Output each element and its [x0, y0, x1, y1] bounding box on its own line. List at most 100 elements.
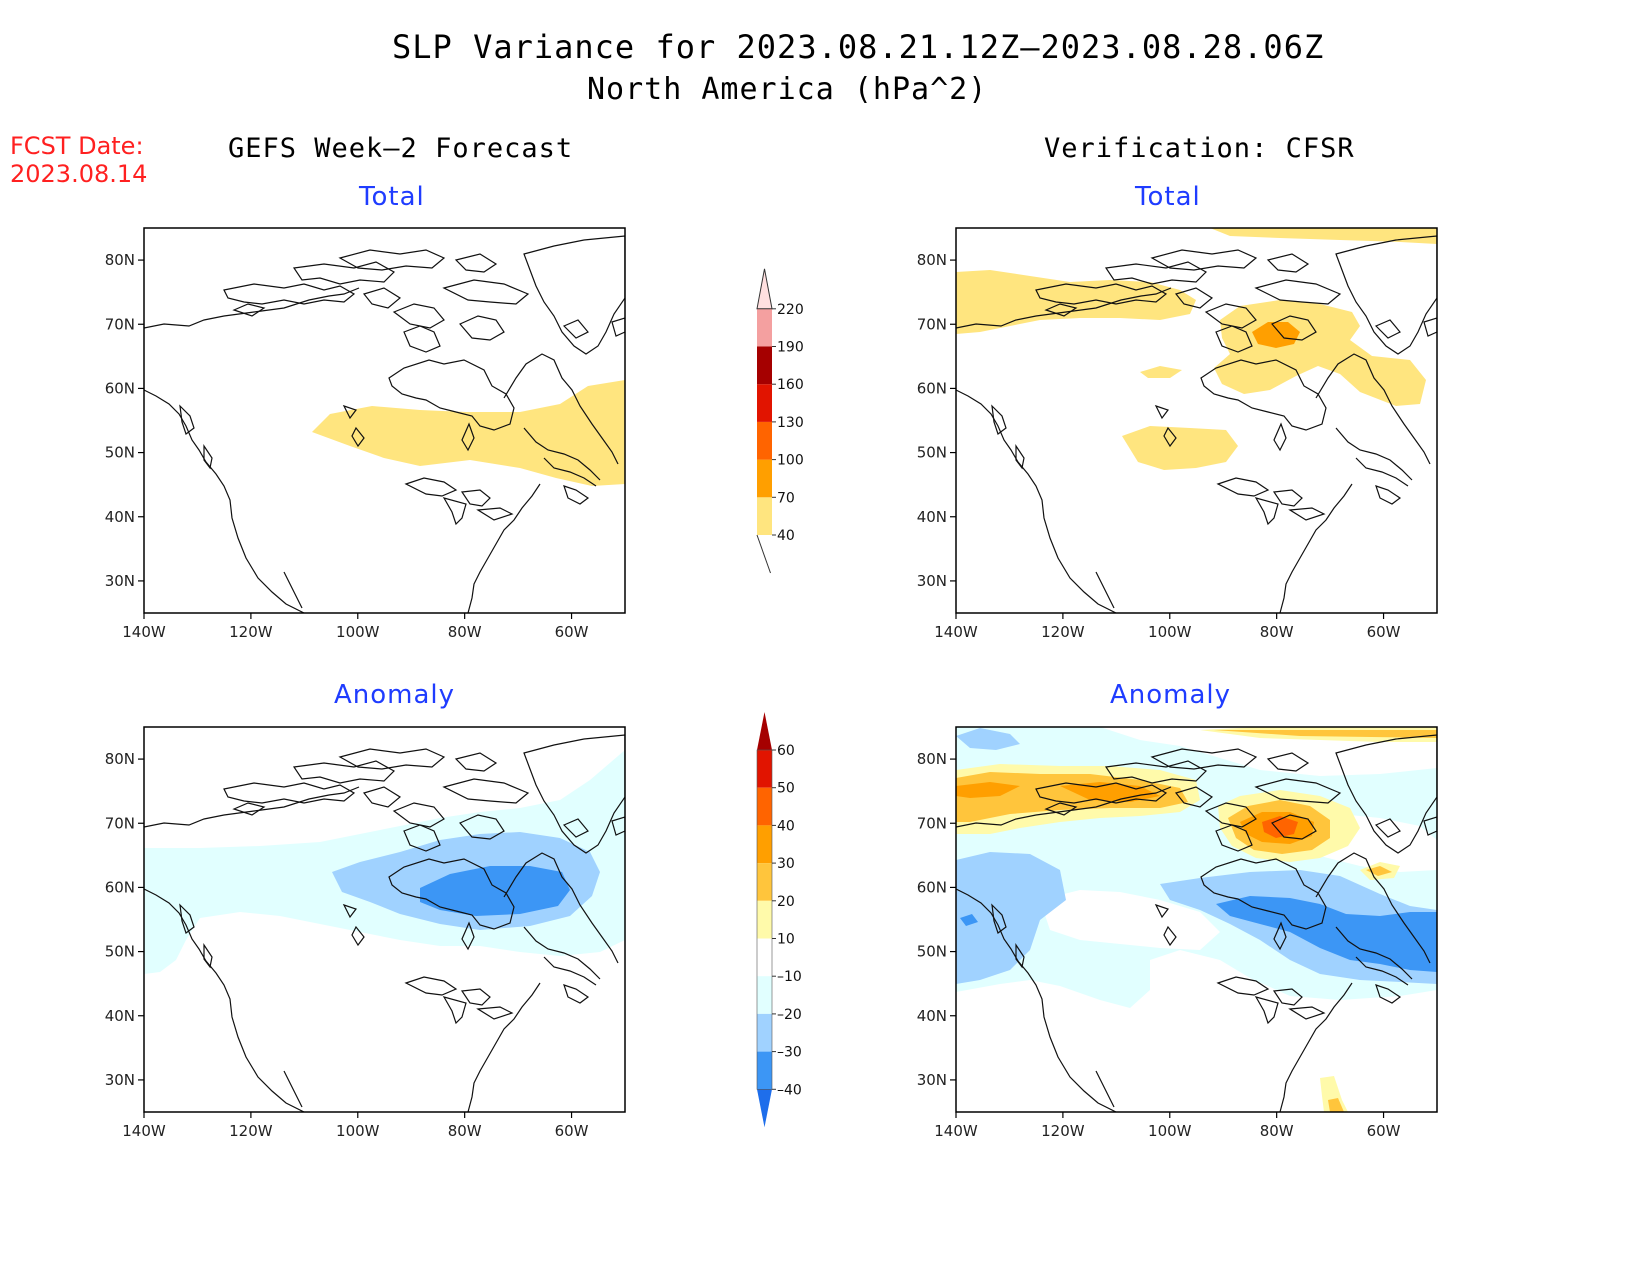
lon-tick-label: 60W: [1367, 1122, 1401, 1140]
shade-verif-anom-30-40: [956, 782, 1020, 798]
lon-tick-label: 100W: [1148, 623, 1192, 641]
colorbar-anomaly-label: –40: [777, 1082, 802, 1098]
lat-tick-label: 50N: [105, 943, 135, 961]
colorbar-anomaly-label: 10: [777, 932, 795, 948]
lon-tick-label: 140W: [934, 1122, 978, 1140]
colorbar-anomaly-label: 50: [777, 781, 795, 797]
colorbar-anomaly-top-arrow: [757, 712, 772, 750]
lon-tick-label: 120W: [1041, 1122, 1085, 1140]
shade-verif-anom-30-40-neg: [1216, 896, 1437, 972]
lon-tick-label: 60W: [555, 623, 589, 641]
colorbar-anomaly-segment: [757, 1051, 772, 1090]
subtitle: North America (hPa^2): [587, 72, 988, 107]
shade-verif-total-40-70-south: [1122, 426, 1238, 470]
shade-forecast-total-40-70: [312, 380, 625, 486]
shade-verif-anom-20-30: [956, 772, 1188, 822]
colorbar-anomaly-label: 40: [777, 818, 795, 834]
colorbar-total-top-arrow: [756, 268, 773, 310]
colorbar-anomaly-bottom-arrow: [757, 1089, 772, 1128]
colorbar-total: 40 70 100 130 160 190 220: [756, 268, 804, 574]
shade-verif-total-70-100: [1252, 322, 1300, 348]
lat-tick-label: 80N: [917, 251, 947, 269]
lat-tick-label: 40N: [917, 1007, 947, 1025]
map-forecast-total: [143, 227, 626, 614]
lon-tick-label: 80W: [1260, 623, 1294, 641]
colorbar-total-label: 40: [777, 528, 795, 544]
lat-tick-label: 50N: [917, 444, 947, 462]
lat-tick-label: 30N: [917, 1071, 947, 1089]
colorbar-anomaly-segment: [757, 976, 772, 1014]
lat-tick-label: 80N: [917, 750, 947, 768]
colorbar-anomaly-segment: [757, 938, 772, 977]
main-title: SLP Variance for 2023.08.21.12Z–2023.08.…: [392, 28, 1325, 66]
lon-tick-label: 120W: [1041, 623, 1085, 641]
colorbar-anomaly-label: –30: [777, 1045, 802, 1061]
lat-tick-label: 60N: [917, 379, 947, 397]
shade-verif-anom-40-50: [1262, 816, 1298, 838]
colorbar-anomaly-segment: [757, 863, 772, 901]
colorbar-anomaly-label: 60: [777, 743, 795, 759]
shade-forecast-anom-30-40-neg: [420, 866, 570, 916]
lat-tick-label: 70N: [105, 814, 135, 832]
lon-tick-label: 140W: [122, 623, 166, 641]
shade-verif-total-40-70-small: [1140, 366, 1182, 378]
colorbar-total-segment: [757, 346, 772, 385]
lon-tick-label: 140W: [122, 1122, 166, 1140]
shade-verif-total-40-70-arctic: [956, 270, 1196, 334]
colorbar-total-label: 190: [777, 340, 804, 356]
lat-tick-label: 40N: [105, 508, 135, 526]
map-verification-total: [955, 227, 1438, 614]
colorbar-anomaly-label: 20: [777, 894, 795, 910]
lat-tick-label: 60N: [105, 379, 135, 397]
lon-tick-label: 120W: [229, 1122, 273, 1140]
verification-column-title: Verification: CFSR: [1044, 133, 1355, 164]
lat-tick-label: 70N: [917, 315, 947, 333]
colorbar-total-label: 100: [777, 453, 804, 469]
lat-tick-label: 70N: [917, 814, 947, 832]
colorbar-anomaly-label: 30: [777, 856, 795, 872]
lat-tick-label: 30N: [105, 572, 135, 590]
colorbar-total-label: 220: [777, 302, 804, 318]
lon-tick-label: 80W: [448, 1122, 482, 1140]
lat-tick-label: 50N: [917, 943, 947, 961]
colorbar-anomaly-label: –20: [777, 1007, 802, 1023]
colorbar-total-bottom-arrow: [756, 534, 771, 574]
colorbar-total-segment: [757, 384, 772, 422]
lon-tick-label: 60W: [1367, 623, 1401, 641]
lat-tick-label: 70N: [105, 315, 135, 333]
panel-title-verification-anomaly: Anomaly: [1110, 680, 1232, 710]
lat-tick-label: 50N: [105, 444, 135, 462]
map-forecast-anomaly: [143, 726, 626, 1113]
colorbar-total-label: 70: [777, 490, 795, 506]
colorbar-total-segment: [757, 497, 772, 535]
colorbar-anomaly-segment: [757, 750, 772, 788]
colorbar-anomaly-segment: [757, 825, 772, 864]
panel-title-verification-total: Total: [1135, 182, 1201, 212]
lat-tick-label: 30N: [105, 1071, 135, 1089]
colorbar-total-label: 160: [777, 377, 804, 393]
fcst-date-value: 2023.08.14: [10, 160, 148, 188]
lat-tick-label: 40N: [917, 508, 947, 526]
colorbar-total-segment: [757, 421, 772, 460]
lat-tick-label: 60N: [105, 878, 135, 896]
lon-tick-label: 100W: [336, 1122, 380, 1140]
colorbar-total-segment: [757, 308, 772, 347]
lon-tick-label: 80W: [448, 623, 482, 641]
colorbar-anomaly-segment: [757, 1013, 772, 1052]
forecast-column-title: GEFS Week–2 Forecast: [228, 133, 574, 164]
colorbar-anomaly: 60 50 40 30 20 10 –10 –20 –30 –40: [756, 712, 802, 1128]
lon-tick-label: 60W: [555, 1122, 589, 1140]
lon-tick-label: 100W: [1148, 1122, 1192, 1140]
colorbar-anomaly-segment: [757, 900, 772, 939]
lat-tick-label: 80N: [105, 750, 135, 768]
colorbar-anomaly-segment: [757, 787, 772, 826]
panel-title-forecast-total: Total: [359, 182, 425, 212]
map-verification-anomaly: [955, 726, 1438, 1113]
panel-title-forecast-anomaly: Anomaly: [334, 680, 456, 710]
fcst-date-label: FCST Date:: [10, 132, 144, 160]
lon-tick-label: 140W: [934, 623, 978, 641]
colorbar-anomaly-label: –10: [777, 969, 802, 985]
shade-verif-total-40-70-top: [1210, 228, 1437, 244]
shade-verif-anom-20-30-neg: [956, 852, 1066, 984]
